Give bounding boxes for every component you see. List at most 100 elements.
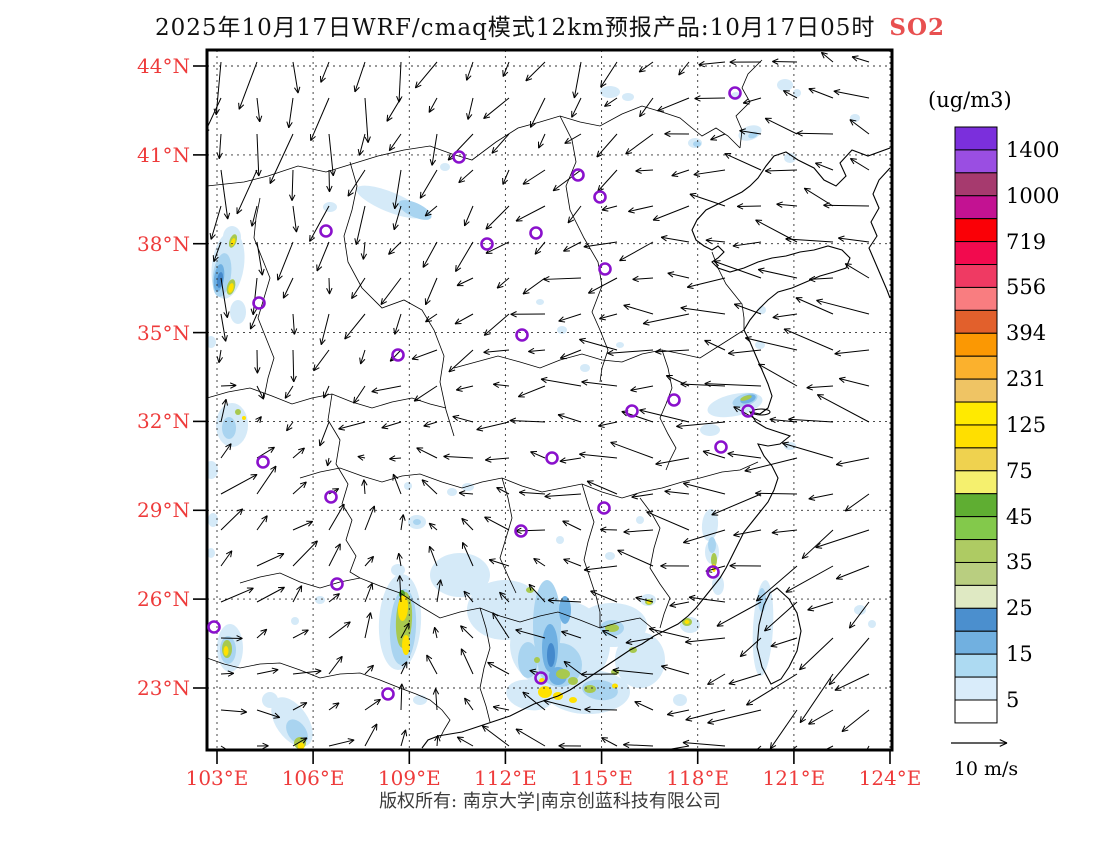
- wind-arrowhead: [465, 73, 468, 81]
- wind-arrowhead: [714, 260, 721, 262]
- wind-arrowhead: [833, 90, 840, 96]
- wind-arrowhead: [458, 492, 465, 497]
- colorbar-cell: [954, 447, 998, 472]
- wind-arrowhead: [415, 84, 422, 89]
- wind-arrowhead: [338, 428, 346, 431]
- wind-arrow: [573, 61, 582, 99]
- wind-arrowhead: [774, 762, 780, 763]
- wind-arrowhead: [443, 455, 450, 460]
- wind-arrow: [596, 133, 618, 158]
- wind-arrow: [323, 385, 330, 399]
- so2-contour-patch: [758, 306, 766, 314]
- wind-arrow: [364, 505, 375, 531]
- wind-arrow: [669, 601, 690, 607]
- wind-arrow: [823, 204, 870, 207]
- wind-arrow: [530, 97, 546, 128]
- wind-arrowhead: [443, 453, 450, 457]
- wind-arrowhead: [426, 654, 433, 660]
- wind-arrowhead: [801, 556, 809, 560]
- wind-arrowhead: [607, 352, 614, 357]
- wind-arrowhead: [563, 661, 568, 668]
- wind-arrow: [586, 480, 618, 495]
- wind-arrowhead: [347, 738, 355, 741]
- wind-arrow: [617, 549, 654, 567]
- wind-arrowhead: [705, 239, 712, 244]
- wind-arrowhead: [392, 202, 396, 209]
- wind-arrowhead: [610, 441, 616, 448]
- wind-arrow: [292, 205, 297, 233]
- wind-arrow: [522, 691, 546, 711]
- wind-arrow: [623, 744, 654, 747]
- wind-arrowhead: [230, 550, 233, 558]
- wind-arrowhead: [367, 582, 373, 589]
- wind-arrowhead: [518, 491, 526, 496]
- wind-arrowhead: [274, 712, 281, 718]
- wind-arrowhead: [547, 597, 555, 601]
- wind-arrowhead: [623, 304, 629, 310]
- colorbar-tick-label: 45: [1006, 504, 1033, 529]
- wind-arrowhead: [809, 275, 816, 280]
- wind-arrowhead: [300, 737, 308, 739]
- colorbar-cell: [954, 676, 998, 701]
- wind-arrowhead: [678, 68, 681, 76]
- wind-arrowhead: [357, 454, 365, 457]
- wind-arrow: [528, 349, 546, 353]
- wind-arrowhead: [809, 278, 816, 283]
- wind-arrowhead: [311, 540, 318, 544]
- wind-arrowhead: [226, 311, 230, 318]
- wind-arrowhead: [764, 624, 768, 632]
- colorbar-cell: [954, 332, 998, 357]
- wind-arrowhead: [502, 179, 509, 185]
- coastline: [421, 147, 891, 749]
- colorbar-tick-label: 719: [1006, 229, 1047, 254]
- wind-arrow: [562, 520, 582, 531]
- wind-arrowhead: [456, 736, 462, 743]
- wind-arrowhead: [270, 465, 277, 470]
- wind-arrowhead: [326, 185, 330, 193]
- wind-arrowhead: [646, 753, 652, 755]
- wind-arrowhead: [338, 424, 344, 430]
- wind-arrowhead: [669, 601, 676, 607]
- wind-arrow: [739, 637, 762, 657]
- city-marker: [256, 455, 270, 469]
- wind-arrowhead: [744, 466, 751, 472]
- wind-arrowhead: [462, 542, 468, 548]
- wind-arrow: [252, 277, 258, 315]
- wind-arrowhead: [460, 625, 467, 629]
- wind-arrowhead: [607, 349, 614, 354]
- wind-arrow: [707, 709, 762, 724]
- wind-arrowhead: [258, 269, 263, 276]
- wind-arrowhead: [492, 612, 495, 620]
- so2-contour-patch: [612, 683, 618, 689]
- wind-arrowhead: [482, 725, 489, 728]
- wind-arrowhead: [685, 638, 692, 643]
- wind-arrowhead: [848, 621, 852, 629]
- so2-contour-patch: [600, 86, 620, 98]
- wind-arrow: [220, 313, 227, 342]
- wind-arrow: [664, 490, 690, 495]
- wind-arrowhead: [604, 104, 611, 107]
- wind-arrowhead: [525, 74, 529, 82]
- city-marker: [324, 490, 338, 504]
- wind-arrow: [515, 728, 546, 747]
- province-boundary: [327, 393, 361, 579]
- wind-arrowhead: [785, 238, 792, 243]
- wind-arrowhead: [216, 356, 220, 363]
- wind-arrow: [256, 628, 268, 639]
- wind-arrow: [462, 542, 474, 567]
- wind-arrowhead: [685, 641, 692, 645]
- so2-contour-patch: [430, 553, 490, 597]
- wind-arrowhead: [561, 630, 568, 633]
- wind-arrow: [783, 328, 834, 351]
- wind-arrow: [733, 406, 762, 423]
- wind-arrow: [834, 349, 870, 355]
- wind-arrowhead: [667, 272, 674, 278]
- wind-arrow: [434, 627, 438, 639]
- wind-arrow: [579, 338, 618, 351]
- wind-arrowhead: [334, 543, 341, 549]
- wind-arrowhead: [218, 152, 223, 159]
- wind-arrowhead: [729, 58, 736, 63]
- wind-arrowhead: [227, 212, 231, 220]
- wind-arrowhead: [272, 669, 279, 674]
- wind-arrowhead: [807, 605, 813, 611]
